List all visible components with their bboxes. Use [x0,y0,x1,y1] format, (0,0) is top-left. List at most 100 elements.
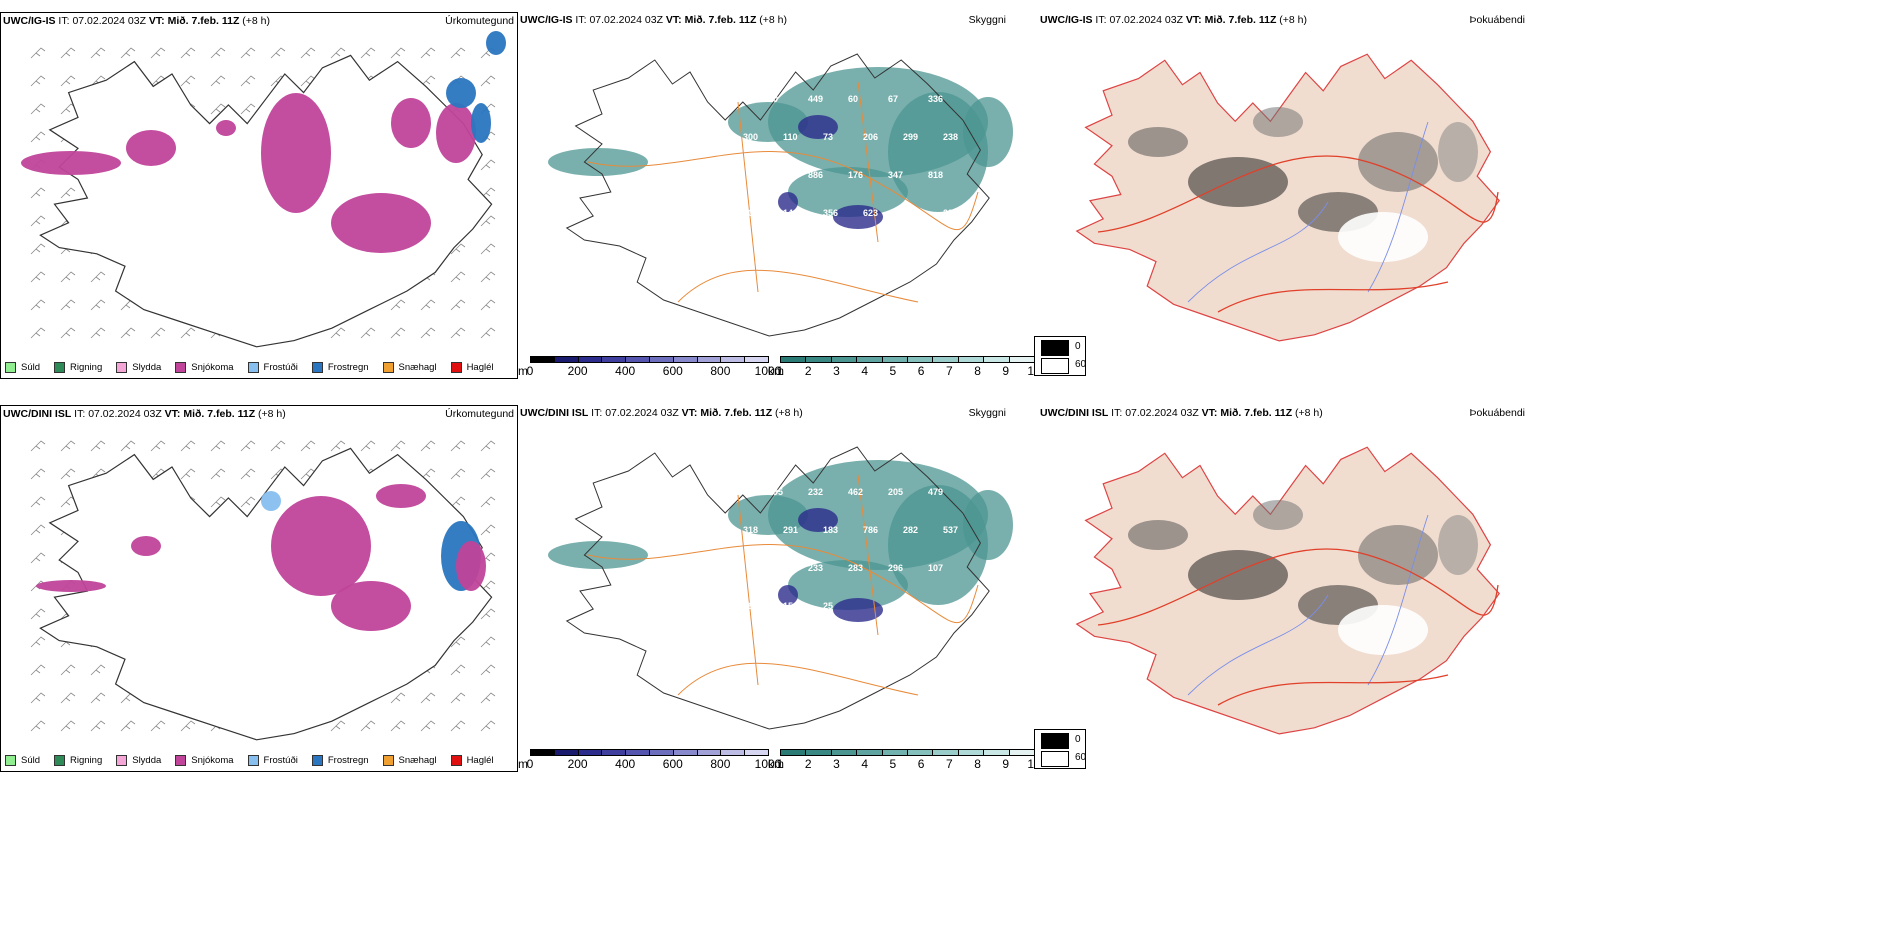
colorbar-segment [957,356,985,363]
legend-swatch [311,755,323,766]
cloud-map: 88 47 160 595 232 462 205 479 87 128 318 291 183 786 2… [548,446,1013,730]
colorbar-tick: 400 [615,364,636,378]
ceiling-value: 22 [703,208,713,218]
ceiling-value: 73 [823,132,833,142]
colorbar-segment [672,356,698,363]
visibility-unit: km [768,757,784,771]
legend-item: Rigning [54,362,102,373]
fog-legend-label: 60 [1075,752,1087,763]
colorbar-tick: 200 [567,364,588,378]
colorbar-segment [625,356,650,363]
ceiling-value: 160 [728,487,743,497]
legend-label: Haglél [466,362,494,373]
ceiling-value: 318 [743,525,758,535]
ceiling-value: 232 [663,132,678,142]
ceiling-value: 187 [743,601,758,611]
ceiling-value: 291 [783,525,798,535]
ceiling-value: 87 [663,525,673,535]
legend-item: Súld [5,755,40,766]
panel-header: UWC/IG-IS IT: 07.02.2024 03Z VT: Mið. 7.… [520,14,788,26]
panel-header: UWC/DINI ISL IT: 07.02.2024 03Z VT: Mið.… [3,408,286,420]
colorbar-segment [625,749,650,756]
colorbar-segment [881,356,908,363]
ceiling-value: 88 [648,487,658,497]
panel-name: Skyggni [968,14,1006,26]
legend-swatch [54,755,66,766]
colorbar-tick: 200 [567,757,588,771]
legend-swatch [175,755,187,766]
colorbar-segment [649,356,674,363]
ceiling-colorbar-bottom: m 0 200 400 600 800 1000 [518,749,781,773]
ceiling-value: 134 [728,94,743,104]
legend-label: Rigning [70,755,103,766]
fog-legend-label: 0 [1075,734,1081,745]
fog-legend-swatch [1041,340,1069,356]
colorbar-tick: 7 [945,757,953,771]
colorbar-segment [530,749,555,756]
fog-legend-bottom: 0 60 [1034,729,1086,769]
ceiling-unit: m [518,757,528,771]
ceiling-value: 150 [783,601,798,611]
legend-swatch [175,362,187,373]
ceiling-value: 786 [863,525,878,535]
ceiling-value: 886 [808,170,823,180]
legend-label: Rigning [70,362,103,373]
colorbar-tick: 5 [889,757,897,771]
ceiling-value: 107 [663,601,678,611]
legend-label: Snjókoma [191,362,234,373]
colorbar-tick: 3 [833,757,840,771]
ceiling-value: 110 [783,132,798,142]
ceiling-value: 310 [688,170,703,180]
legend-label: Frostregn [327,362,369,373]
cloud-map: 48 77 134 50 449 60 67 336 232 93 300 110 73 206 299 23… [548,53,1013,337]
ceiling-value: 818 [928,170,943,180]
colorbar-segment [881,749,908,756]
ceiling-value: 25 [823,601,833,611]
ceiling-value: 449 [808,94,823,104]
cloud-visibility-panel-top: UWC/IG-IS IT: 07.02.2024 03Z VT: Mið. 7.… [518,12,1038,379]
fog-legend-swatch [1041,358,1069,374]
legend-label: Frostúði [263,362,298,373]
ceiling-value: 200 [743,208,758,218]
ceiling-value: 409 [688,563,703,573]
ceiling-value: 233 [808,563,823,573]
ceiling-value: 300 [743,132,758,142]
fog-legend-swatch [1041,751,1069,767]
colorbar-tick: 800 [710,757,731,771]
legend-item: Frostúði [247,362,298,373]
legend-item: Haglél [450,755,494,766]
legend-label: Frostúði [263,755,298,766]
colorbar-tick: 1 [776,364,784,378]
colorbar-segment [744,749,769,756]
colorbar-tick: 7 [945,364,953,378]
colorbar-segment [744,356,769,363]
fog-legend-label: 0 [1075,341,1081,352]
visibility-colorbar-bottom: km 12345678910 [768,749,1041,773]
colorbar-tick: 400 [615,757,636,771]
legend-swatch [450,362,462,373]
ceiling-value: 599 [648,170,663,180]
legend-label: Snæhagl [398,362,437,373]
ceiling-value: 50 [768,94,778,104]
ceiling-value: 67 [888,94,898,104]
ceiling-value: 205 [888,487,903,497]
ceiling-value: 47 [688,487,698,497]
panel-header: UWC/IG-IS IT: 07.02.2024 03Z VT: Mið. 7.… [3,15,271,27]
colorbar-tick: 8 [974,757,981,771]
colorbar-segment [577,749,603,756]
fog-legend-top: 0 60 [1034,336,1086,376]
legend-label: Haglél [466,755,494,766]
colorbar-tick: 1000 [754,757,782,771]
colorbar-segment [1008,749,1035,756]
colorbar-segment [649,749,674,756]
legend-item: Snjókoma [175,755,234,766]
legend-item: Snjókoma [175,362,234,373]
legend-label: Frostregn [327,755,369,766]
colorbar-segment [696,749,722,756]
colorbar-tick: 0 [526,757,534,771]
colorbar-segment [601,749,627,756]
ceiling-colorbar-top: m 0 200 400 600 800 1000 [518,356,781,380]
colorbar-tick: 1 [776,757,784,771]
colorbar-segment [553,356,579,363]
ceiling-value: 168 [768,170,783,180]
